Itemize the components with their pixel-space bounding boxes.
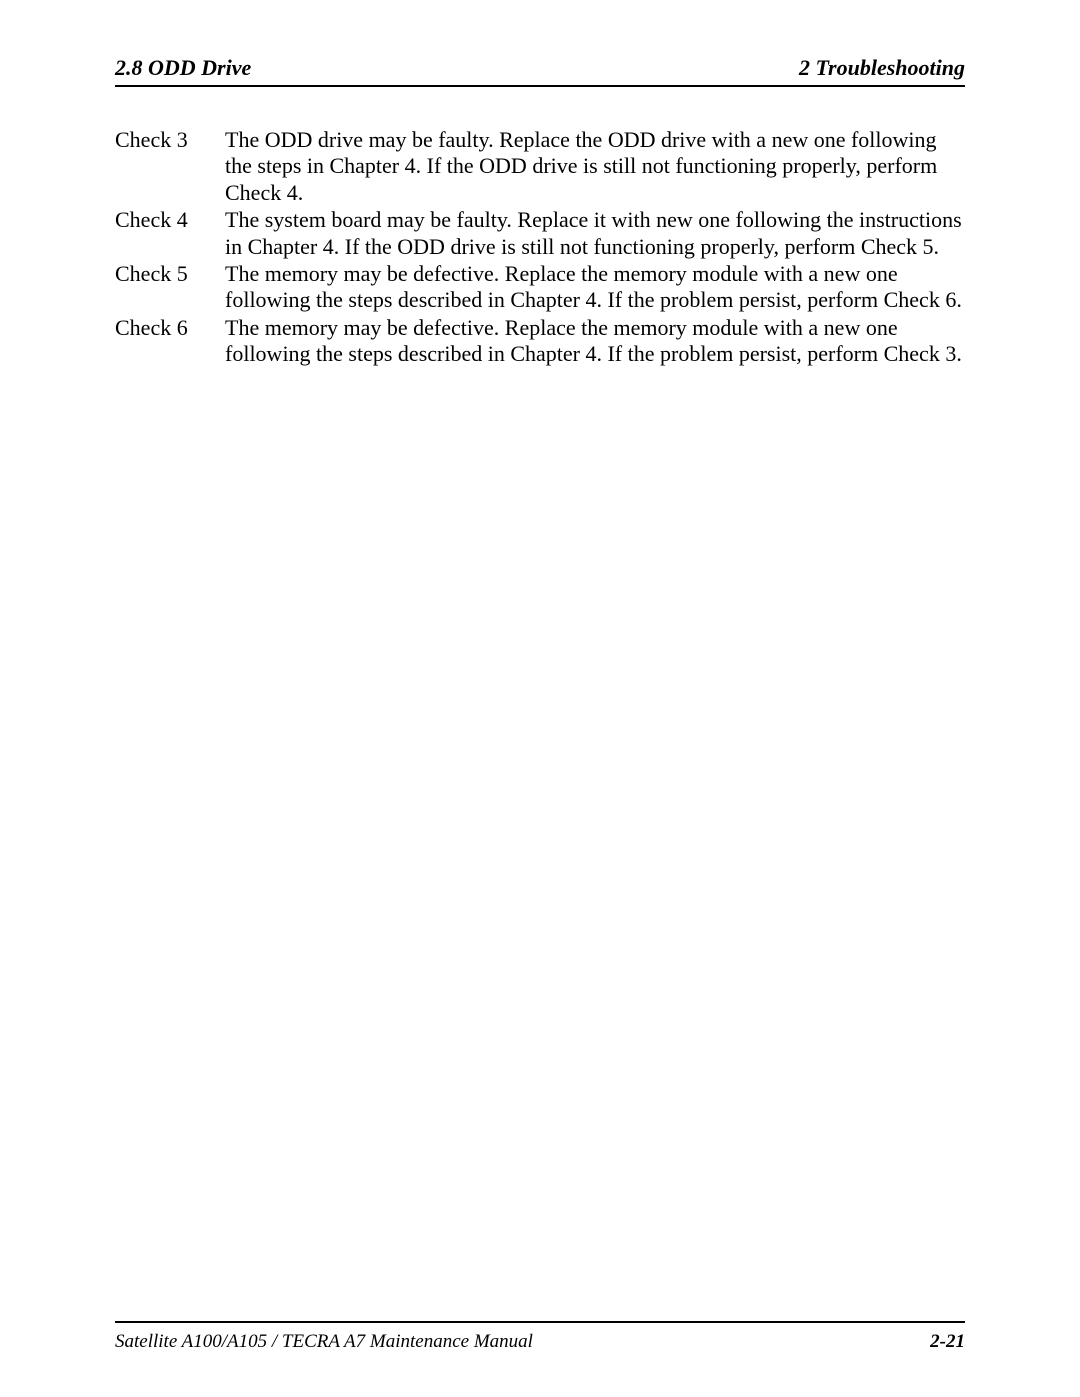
- header-right: 2 Troubleshooting: [799, 55, 965, 81]
- footer-rule: [115, 1321, 965, 1323]
- check-label: Check 6: [115, 315, 225, 341]
- check-text: The memory may be defective. Replace the…: [225, 261, 965, 314]
- page-header: 2.8 ODD Drive 2 Troubleshooting: [115, 55, 965, 87]
- check-row: Check 3 The ODD drive may be faulty. Rep…: [115, 127, 965, 206]
- page-footer: Satellite A100/A105 / TECRA A7 Maintenan…: [115, 1331, 965, 1353]
- check-label: Check 4: [115, 207, 225, 233]
- check-label: Check 3: [115, 127, 225, 153]
- document-page: 2.8 ODD Drive 2 Troubleshooting Check 3 …: [0, 0, 1080, 1397]
- header-left: 2.8 ODD Drive: [115, 55, 251, 81]
- check-row: Check 4 The system board may be faulty. …: [115, 207, 965, 260]
- check-text: The ODD drive may be faulty. Replace the…: [225, 127, 965, 206]
- check-row: Check 6 The memory may be defective. Rep…: [115, 315, 965, 368]
- check-row: Check 5 The memory may be defective. Rep…: [115, 261, 965, 314]
- check-text: The system board may be faulty. Replace …: [225, 207, 965, 260]
- check-label: Check 5: [115, 261, 225, 287]
- footer-left: Satellite A100/A105 / TECRA A7 Maintenan…: [115, 1331, 533, 1353]
- footer-page-number: 2-21: [930, 1331, 965, 1353]
- page-content: Check 3 The ODD drive may be faulty. Rep…: [115, 127, 965, 368]
- check-text: The memory may be defective. Replace the…: [225, 315, 965, 368]
